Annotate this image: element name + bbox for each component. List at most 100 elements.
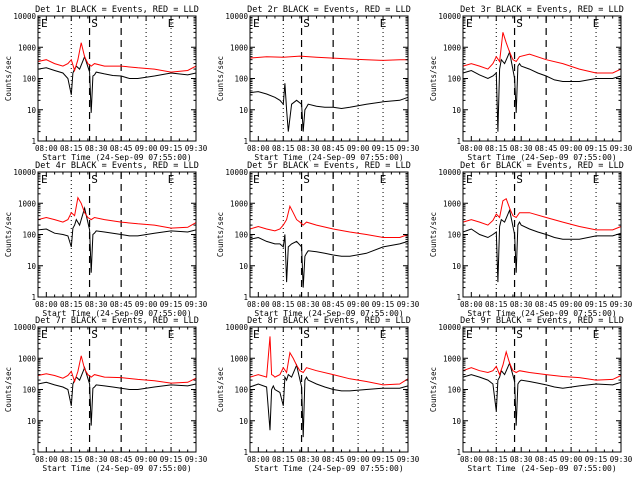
x-axis-label: Start Time (24-Sep-09 07:55:00): [254, 309, 403, 318]
x-tick-label: 08:45: [322, 455, 345, 464]
y-tick-label: 1: [243, 293, 248, 302]
y-tick-label: 10: [27, 106, 37, 115]
interval-marker-label: E: [168, 328, 175, 341]
x-tick-label: 09:15: [585, 300, 608, 309]
x-tick-label: 09:30: [610, 300, 633, 309]
panel-det-8: Det 8r BLACK = Events, RED = LLD E S E 1 10 10…: [216, 316, 420, 473]
panel-title: Det 8r BLACK = Events, RED = LLD: [247, 316, 411, 326]
x-tick-label: 09:00: [560, 300, 583, 309]
y-tick-label: 1000: [230, 43, 249, 52]
y-tick-label: 100: [22, 75, 36, 84]
x-tick-label: 08:00: [460, 455, 483, 464]
interval-marker-label: E: [41, 328, 48, 341]
x-tick-label: 08:45: [322, 144, 345, 153]
plot-frame: [249, 171, 409, 298]
interval-marker-label: E: [593, 328, 600, 341]
x-axis-label: Start Time (24-Sep-09 07:55:00): [42, 153, 191, 162]
plot-frame: [37, 15, 197, 142]
lld-series-line: [462, 197, 622, 231]
x-tick-label: 09:15: [160, 144, 183, 153]
interval-marker-label: E: [466, 17, 473, 30]
x-tick-label: 09:30: [610, 455, 633, 464]
y-tick-label: 1000: [18, 199, 37, 208]
interval-marker-label: E: [380, 17, 387, 30]
interval-marker-label: E: [253, 173, 260, 186]
x-tick-label: 09:15: [160, 455, 183, 464]
x-tick-label: 08:45: [110, 144, 133, 153]
x-tick-label: 09:00: [347, 300, 370, 309]
y-tick-label: 100: [234, 231, 248, 240]
x-tick-label: 08:00: [460, 144, 483, 153]
x-tick-label: 09:30: [397, 455, 420, 464]
y-tick-label: 1000: [443, 354, 462, 363]
interval-marker-label: S: [303, 173, 310, 186]
events-series-line: [249, 363, 409, 438]
x-tick-label: 09:00: [347, 144, 370, 153]
y-axis-label: Counts/sec: [429, 212, 438, 257]
y-tick-label: 1000: [230, 199, 249, 208]
x-tick-label: 09:30: [397, 300, 420, 309]
panel-det-7: Det 7r BLACK = Events, RED = LLD E S E 1 10 10…: [4, 316, 208, 473]
x-tick-label: 09:00: [560, 144, 583, 153]
x-tick-label: 08:45: [535, 300, 558, 309]
lld-series-line: [37, 196, 197, 229]
lld-series-line: [249, 55, 408, 61]
y-tick-label: 1: [456, 137, 461, 146]
panel-det-4: Det 4r BLACK = Events, RED = LLD E S E 1 10 10…: [4, 161, 208, 318]
y-axis-label: Counts/sec: [216, 367, 225, 412]
x-tick-label: 08:45: [110, 300, 133, 309]
x-tick-label: 08:00: [35, 455, 58, 464]
x-tick-label: 08:15: [60, 455, 83, 464]
x-tick-label: 09:00: [560, 455, 583, 464]
y-tick-label: 10: [452, 106, 462, 115]
interval-marker-label: E: [253, 17, 260, 30]
x-tick-label: 09:30: [397, 144, 420, 153]
x-tick-label: 09:15: [160, 300, 183, 309]
interval-marker-label: E: [380, 328, 387, 341]
panel-title: Det 1r BLACK = Events, RED = LLD: [35, 5, 199, 15]
x-tick-label: 08:30: [297, 455, 320, 464]
y-tick-label: 10: [452, 417, 462, 426]
y-tick-label: 100: [447, 75, 461, 84]
panel-title: Det 4r BLACK = Events, RED = LLD: [35, 161, 199, 171]
x-tick-label: 08:45: [535, 455, 558, 464]
panel-title: Det 5r BLACK = Events, RED = LLD: [247, 161, 411, 171]
lld-series-line: [462, 32, 622, 74]
x-tick-label: 08:15: [272, 455, 295, 464]
events-series-line: [462, 361, 622, 426]
interval-marker-label: E: [41, 173, 48, 186]
x-tick-label: 09:30: [185, 300, 208, 309]
panel-title: Det 3r BLACK = Events, RED = LLD: [460, 5, 624, 15]
x-tick-label: 08:00: [247, 455, 270, 464]
x-tick-label: 09:00: [135, 300, 158, 309]
x-tick-label: 09:15: [372, 455, 395, 464]
x-tick-label: 08:30: [510, 455, 533, 464]
y-tick-label: 100: [447, 386, 461, 395]
events-series-line: [249, 83, 409, 132]
y-tick-label: 10000: [225, 168, 248, 177]
y-tick-label: 10000: [438, 12, 461, 21]
y-tick-label: 100: [447, 231, 461, 240]
panel-title: Det 6r BLACK = Events, RED = LLD: [460, 161, 624, 171]
panel-det-1: Det 1r BLACK = Events, RED = LLD E S E 1 10 10…: [4, 5, 208, 162]
interval-marker-label: S: [516, 17, 523, 30]
x-tick-label: 09:00: [347, 455, 370, 464]
plot-frame: [249, 326, 409, 453]
panel-title: Det 7r BLACK = Events, RED = LLD: [35, 316, 199, 326]
x-tick-label: 08:00: [35, 300, 58, 309]
interval-marker-label: E: [41, 17, 48, 30]
y-tick-label: 10000: [13, 323, 36, 332]
interval-marker-label: E: [593, 17, 600, 30]
x-tick-label: 08:15: [485, 300, 508, 309]
x-tick-label: 08:30: [85, 300, 108, 309]
events-series-line: [462, 208, 622, 283]
y-tick-label: 1: [456, 293, 461, 302]
interval-marker-label: E: [466, 173, 473, 186]
interval-marker-label: E: [168, 17, 175, 30]
y-axis-label: Counts/sec: [216, 212, 225, 257]
events-series-line: [37, 206, 197, 273]
y-tick-label: 1: [456, 448, 461, 457]
x-tick-label: 08:45: [110, 455, 133, 464]
x-tick-label: 08:45: [535, 144, 558, 153]
x-tick-label: 08:30: [510, 300, 533, 309]
